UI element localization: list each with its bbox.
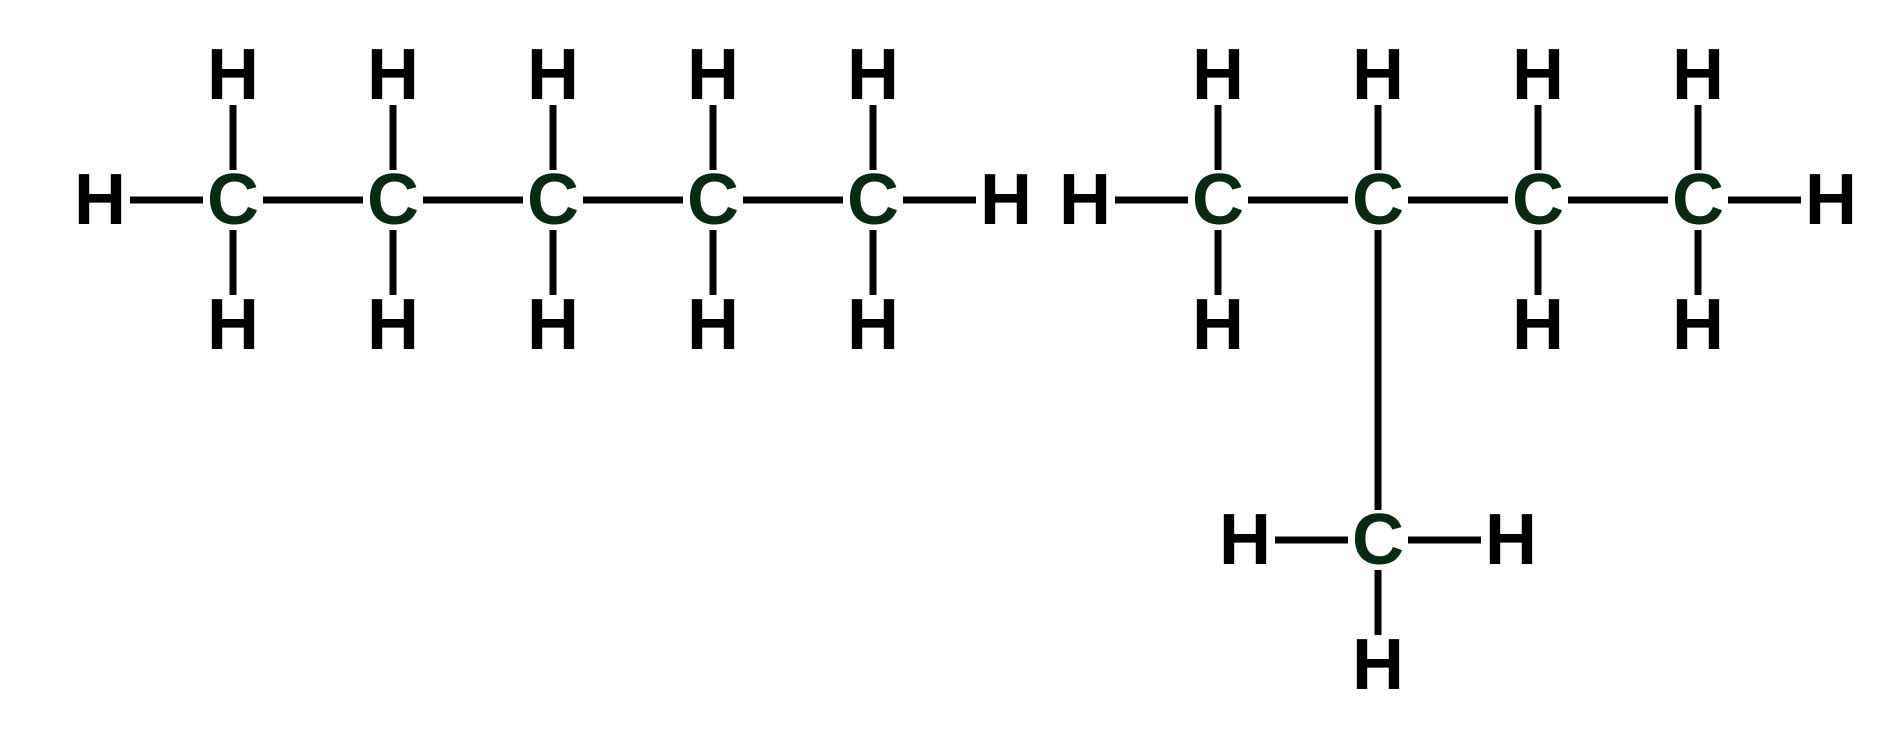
hydrogen-atom: H — [847, 285, 899, 365]
hydrogen-atom: H — [527, 285, 579, 365]
carbon-atom: C — [527, 160, 579, 240]
atoms-layer: HCCCCCHHHHHHHHHHHHCCCCHHHHHHHHCHHH — [74, 35, 1857, 705]
carbon-atom: C — [367, 160, 419, 240]
hydrogen-atom: H — [527, 35, 579, 115]
hydrogen-atom: H — [207, 285, 259, 365]
hydrogen-atom: H — [847, 35, 899, 115]
carbon-atom: C — [207, 160, 259, 240]
carbon-atom: C — [1672, 160, 1724, 240]
hydrogen-atom: H — [1059, 160, 1111, 240]
hydrogen-atom: H — [1512, 35, 1564, 115]
carbon-atom: C — [847, 160, 899, 240]
carbon-atom: C — [1352, 160, 1404, 240]
hydrogen-atom: H — [1219, 500, 1271, 580]
carbon-atom: C — [1512, 160, 1564, 240]
carbon-atom: C — [1352, 500, 1404, 580]
hydrogen-atom: H — [207, 35, 259, 115]
carbon-atom: C — [1192, 160, 1244, 240]
hydrogen-atom: H — [1352, 35, 1404, 115]
hydrogen-atom: H — [367, 285, 419, 365]
molecule-diagram: HCCCCCHHHHHHHHHHHHCCCCHHHHHHHHCHHH — [0, 0, 1895, 753]
hydrogen-atom: H — [1485, 500, 1537, 580]
hydrogen-atom: H — [687, 35, 739, 115]
hydrogen-atom: H — [1805, 160, 1857, 240]
hydrogen-atom: H — [687, 285, 739, 365]
hydrogen-atom: H — [1512, 285, 1564, 365]
hydrogen-atom: H — [1352, 625, 1404, 705]
hydrogen-atom: H — [1192, 285, 1244, 365]
carbon-atom: C — [687, 160, 739, 240]
hydrogen-atom: H — [367, 35, 419, 115]
hydrogen-atom: H — [74, 160, 126, 240]
hydrogen-atom: H — [1672, 35, 1724, 115]
hydrogen-atom: H — [1672, 285, 1724, 365]
hydrogen-atom: H — [1192, 35, 1244, 115]
hydrogen-atom: H — [980, 160, 1032, 240]
